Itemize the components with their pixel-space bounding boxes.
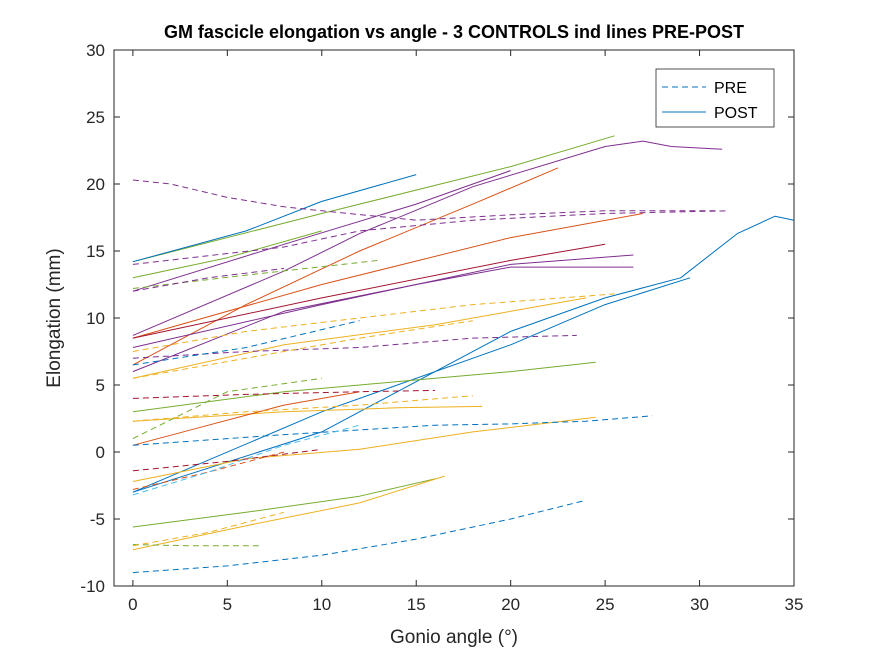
post-line-18	[132, 478, 436, 528]
post-line-13	[132, 297, 587, 379]
pre-line-26	[132, 320, 360, 366]
pre-line-22	[132, 259, 379, 289]
pre-line-23	[132, 267, 285, 292]
post-line-10	[132, 266, 634, 373]
post-line-19	[132, 475, 445, 551]
x-tick-label: 10	[312, 595, 331, 614]
pre-line-25	[132, 334, 577, 359]
y-tick-label: 5	[96, 376, 105, 395]
plot-background	[114, 50, 794, 586]
pre-line-29	[132, 377, 322, 440]
pre-line-28	[132, 389, 436, 399]
post-line-12	[132, 277, 691, 493]
y-axis: -10 -5 0 5 10 15 20 25 30	[80, 41, 794, 596]
x-tick-label: 15	[407, 595, 426, 614]
x-tick-label: 0	[128, 595, 137, 614]
post-line-3	[132, 140, 723, 336]
y-tick-label: 10	[86, 309, 105, 328]
pre-line-35	[132, 544, 260, 547]
pre-line-32	[132, 448, 322, 472]
y-tick-label: 30	[86, 41, 105, 60]
x-tick-label: 35	[785, 595, 804, 614]
post-line-11	[132, 215, 795, 493]
chart-title: GM fascicle elongation vs angle - 3 CONT…	[164, 22, 744, 42]
y-axis-label: Elongation (mm)	[44, 248, 65, 387]
y-tick-label: -10	[80, 577, 105, 596]
pre-line-36	[132, 511, 285, 547]
pre-line-20	[132, 179, 719, 221]
post-line-4	[132, 167, 559, 366]
post-line-2	[132, 174, 417, 263]
pre-line-24	[132, 293, 615, 352]
post-line-5	[132, 170, 511, 292]
y-tick-label: -5	[90, 510, 105, 529]
x-tick-label: 20	[501, 595, 520, 614]
y-tick-label: 0	[96, 443, 105, 462]
series-layer	[132, 135, 795, 574]
y-tick-label: 20	[86, 175, 105, 194]
post-line-7	[132, 213, 643, 339]
pre-line-31	[132, 415, 653, 446]
y-tick-label: 15	[86, 242, 105, 261]
legend-post-label: POST	[714, 105, 758, 122]
x-tick-label: 30	[690, 595, 709, 614]
post-line-15	[132, 405, 483, 422]
post-line-6	[132, 230, 322, 279]
pre-line-33	[132, 451, 285, 490]
post-line-17	[132, 416, 596, 482]
legend-pre-label: PRE	[714, 80, 747, 97]
x-tick-label: 5	[223, 595, 232, 614]
x-tick-label: 25	[596, 595, 615, 614]
pre-line-37	[132, 499, 587, 574]
post-line-14	[132, 361, 596, 413]
legend: PRE POST	[655, 68, 775, 128]
y-tick-label: 25	[86, 108, 105, 127]
legend-box	[655, 68, 775, 128]
pre-line-30	[132, 395, 473, 422]
post-line-1	[132, 135, 615, 263]
post-line-9	[132, 243, 606, 339]
x-axis-label: Gonio angle (°)	[390, 627, 518, 648]
post-line-16	[132, 391, 360, 446]
x-axis: 0 5 10 15 20 25 30 35	[128, 50, 803, 614]
pre-line-27	[132, 320, 473, 379]
